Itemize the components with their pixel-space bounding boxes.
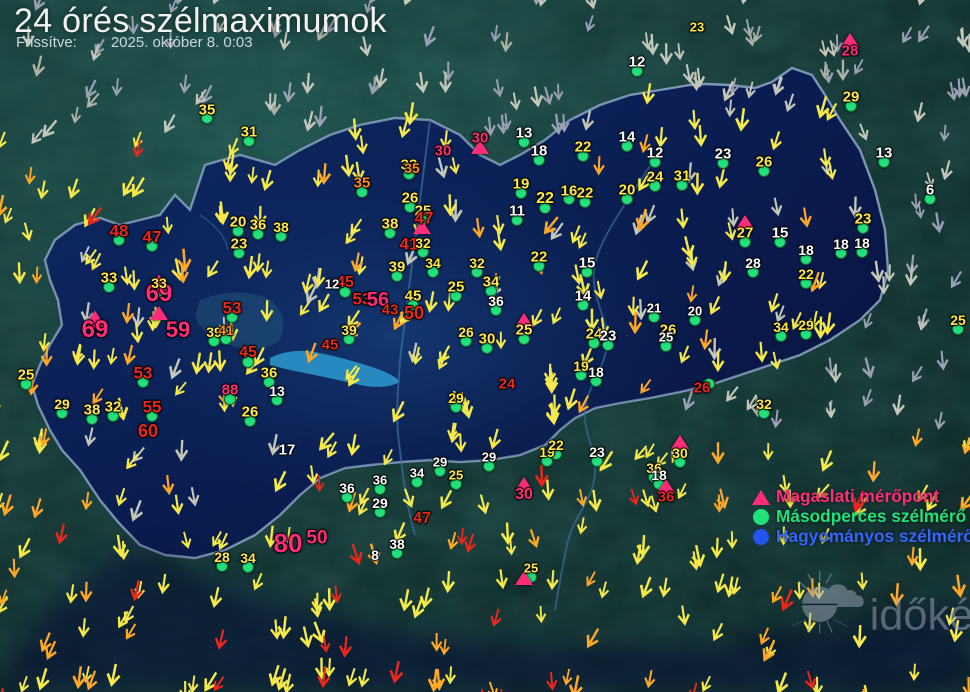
svg-text:időkép: időkép xyxy=(870,591,970,639)
